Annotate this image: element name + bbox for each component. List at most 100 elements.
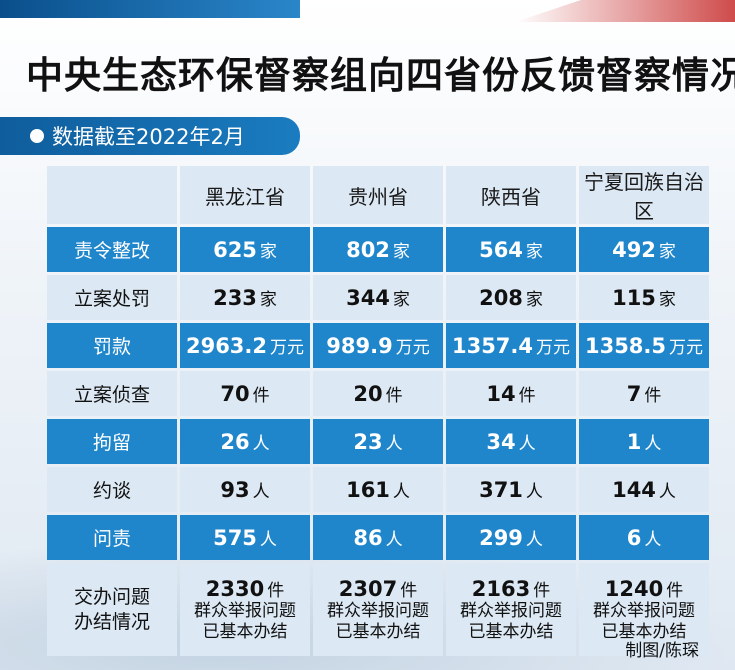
summary-cell: 2307 件群众举报问题 已基本办结 [313,563,443,656]
cell-note: 已基本办结 [335,622,421,642]
cell-unit: 家 [525,290,543,310]
summary-cell: 2330 件群众举报问题 已基本办结 [180,563,310,656]
table-row-summary: 交办问题 办结情况 2330 件群众举报问题 已基本办结 2307 件群众举报问题 已基本办结… [47,563,709,656]
page-title: 中央生态环保督察组向四省份反馈督察情况 [26,53,735,97]
top-red-accent [515,0,735,22]
summary-cell: 2163 件群众举报问题 已基本办结 [446,563,576,656]
header-corner [47,166,177,224]
cell-unit: 人 [644,530,662,550]
cell-unit: 人 [385,530,403,550]
column-header: 黑龙江省 [180,166,310,224]
row-label: 责令整改 [47,227,177,272]
cell-unit: 人 [644,434,662,454]
data-cell: 1357.4 万元 [446,323,576,368]
table-row: 责令整改 625 家 802 家 564 家 492 家 [47,227,709,272]
cell-unit: 人 [259,530,277,550]
row-label-line: 办结情况 [73,610,150,633]
data-cell: 2963.2 万元 [180,323,310,368]
cell-unit: 人 [252,482,270,502]
cell-value: 161 [346,478,390,502]
cell-value: 625 [213,238,257,262]
data-table: 黑龙江省 贵州省 陕西省 宁夏回族自治区 责令整改 625 家 802 家 564 家 492… [44,163,712,659]
data-cell: 564 家 [446,227,576,272]
cell-note: 已基本办结 [468,622,554,642]
cell-note: 群众举报问题 [593,600,695,621]
cell-value: 115 [612,286,656,310]
cell-value: 1358.5 [584,334,667,358]
cell-unit: 家 [392,242,410,262]
cell-unit: 家 [658,290,676,310]
cell-unit: 家 [259,242,277,262]
data-cell: 299 人 [446,515,576,560]
data-cell: 70 件 [180,371,310,416]
cell-value: 23 [353,430,383,454]
cell-unit: 万元 [536,338,571,358]
table-row: 约谈 93 人 161 人 371 人 144 人 [47,467,709,512]
table-row: 罚款 2963.2 万元 989.9 万元 1357.4 万元 1358.5 万元 [47,323,709,368]
cell-note: 群众举报问题 [194,600,296,621]
row-label: 拘留 [47,419,177,464]
cell-unit: 家 [259,290,277,310]
cell-value: 70 [220,382,250,406]
cell-unit: 人 [385,434,403,454]
cell-value: 7 [626,382,642,406]
cell-unit: 人 [525,530,543,550]
cell-value: 2307 [338,576,398,601]
data-cell: 989.9 万元 [313,323,443,368]
table-row: 问责 575 人 86 人 299 人 6 人 [47,515,709,560]
cell-unit: 人 [252,434,270,454]
row-label: 立案侦查 [47,371,177,416]
cell-value: 989.9 [326,334,393,358]
cell-note: 已基本办结 [202,622,288,642]
cell-note: 已基本办结 [601,622,687,642]
data-cell: 492 家 [579,227,709,272]
cell-value: 564 [479,238,523,262]
column-header: 宁夏回族自治区 [579,166,709,224]
cell-value: 86 [353,526,383,550]
cell-value: 344 [346,286,390,310]
cell-value: 2963.2 [185,334,268,358]
cell-unit: 件 [533,580,551,601]
cell-unit: 家 [392,290,410,310]
data-cell: 86 人 [313,515,443,560]
cell-note: 群众举报问题 [460,600,562,621]
cell-unit: 万元 [270,338,305,358]
top-accent-bar [0,0,300,18]
data-cell: 208 家 [446,275,576,320]
data-cell: 1358.5 万元 [579,323,709,368]
data-cell: 20 件 [313,371,443,416]
cell-value: 14 [486,382,516,406]
row-label: 立案处罚 [47,275,177,320]
data-cell: 344 家 [313,275,443,320]
table-row: 立案处罚 233 家 344 家 208 家 115 家 [47,275,709,320]
cell-value: 20 [353,382,383,406]
column-header: 贵州省 [313,166,443,224]
data-cell: 144 人 [579,467,709,512]
table-row: 立案侦查 70 件 20 件 14 件 7 件 [47,371,709,416]
header-row: 黑龙江省 贵州省 陕西省 宁夏回族自治区 [47,166,709,224]
cell-unit: 人 [525,482,543,502]
cell-unit: 件 [666,580,684,601]
subtitle-text: 数据截至2022年2月 [52,125,245,149]
cell-value: 492 [612,238,656,262]
data-cell: 802 家 [313,227,443,272]
data-cell: 625 家 [180,227,310,272]
data-cell: 93 人 [180,467,310,512]
data-cell: 115 家 [579,275,709,320]
data-cell: 575 人 [180,515,310,560]
cell-value: 1240 [604,576,664,601]
cell-value: 575 [213,526,257,550]
cell-unit: 万元 [669,338,704,358]
data-cell: 26 人 [180,419,310,464]
cell-unit: 人 [518,434,536,454]
cell-value: 299 [479,526,523,550]
cell-value: 802 [346,238,390,262]
cell-value: 2163 [471,576,531,601]
cell-value: 6 [626,526,642,550]
data-cell: 34 人 [446,419,576,464]
cell-value: 34 [486,430,516,454]
cell-unit: 件 [644,386,662,406]
bullet-dot-icon [30,129,44,143]
